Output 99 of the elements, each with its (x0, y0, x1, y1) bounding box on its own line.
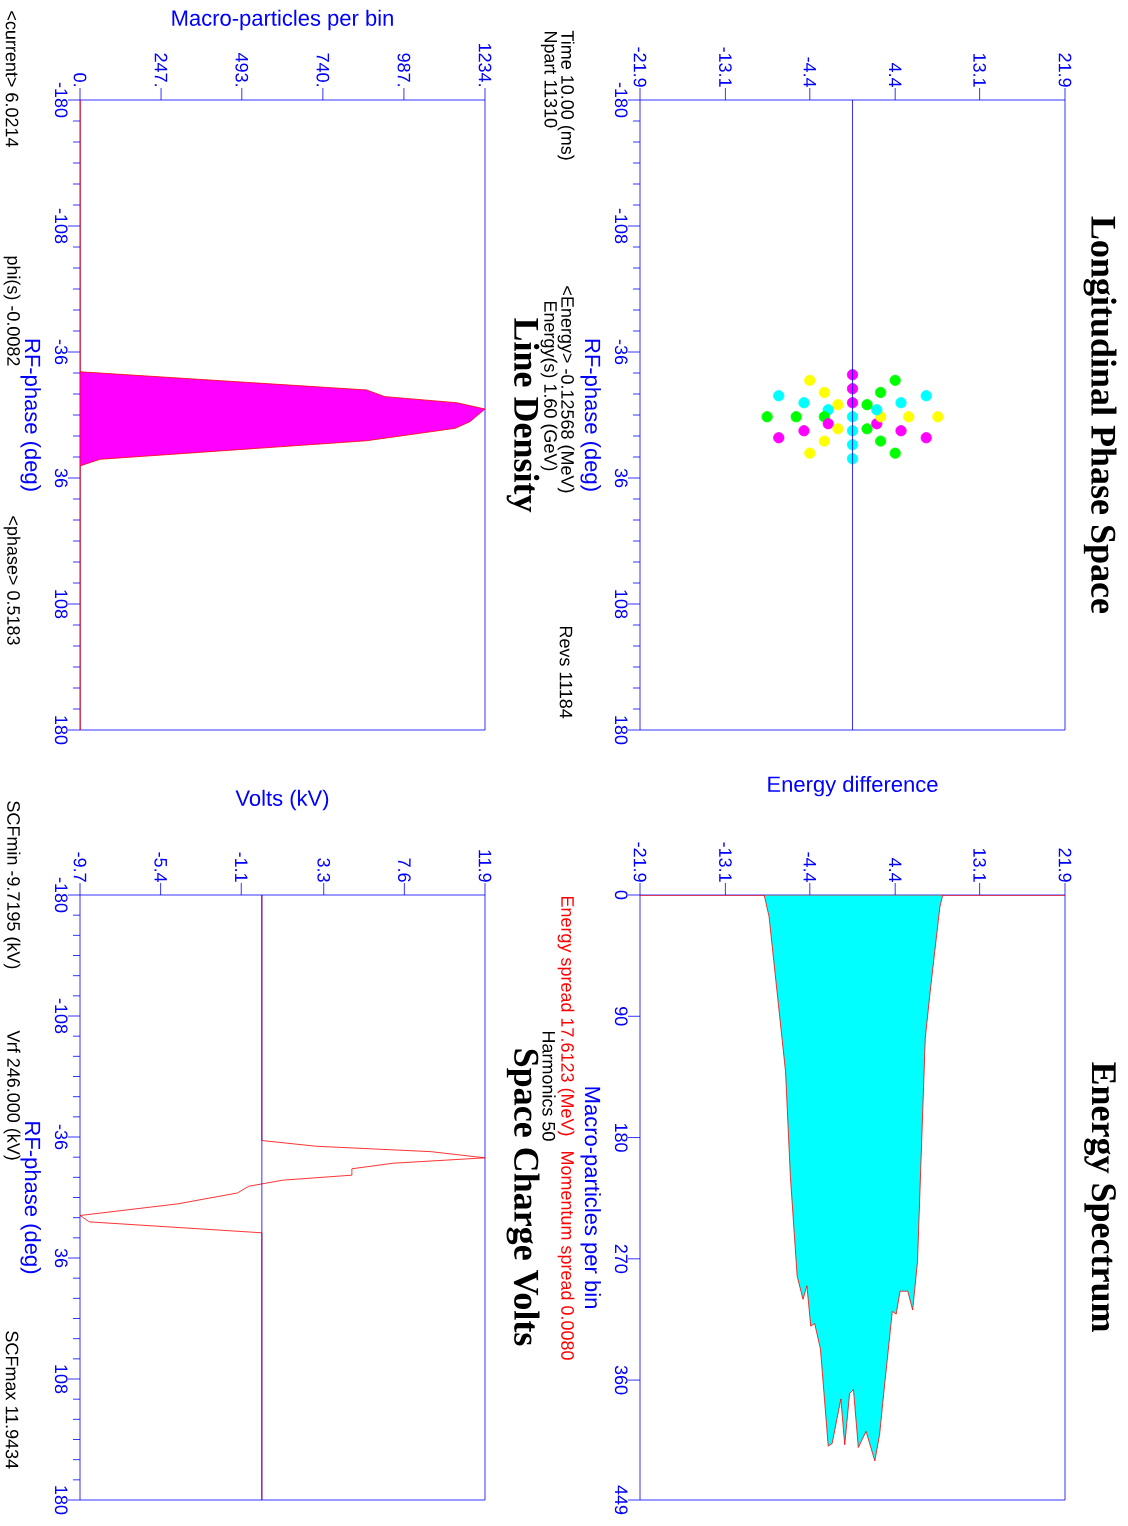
x-tick-label: 7.6 (397, 858, 411, 882)
y-tick-label: -36 (54, 339, 68, 365)
point (861, 399, 873, 411)
point (895, 425, 907, 437)
x-tick-label: -4.4 (803, 57, 817, 88)
x-tick-label: 0. (73, 73, 87, 86)
x-tick-label: 740. (316, 53, 330, 86)
text: <Energy> -0.12568 (MeV) (557, 286, 575, 493)
text: phi(s) -0.0082 (3, 256, 21, 366)
text: Vrf 246.000 (kV) (3, 1030, 21, 1160)
text: Momentum spread 0.0080 (557, 1151, 575, 1360)
x-tick-label: -13.1 (719, 47, 732, 87)
text: <current> 6.0214 (5, 11, 19, 147)
y-tick-label: 36 (54, 468, 68, 488)
point (871, 404, 883, 416)
point (818, 386, 830, 399)
y-tick-label: 180 (614, 1123, 628, 1152)
point (895, 397, 907, 409)
point (920, 390, 932, 402)
x-tick-label: -9.7 (73, 852, 87, 882)
point (920, 432, 932, 444)
y-tick-label: -108 (614, 208, 628, 244)
y-tick-label: 108 (54, 1365, 68, 1394)
text: Revs 11184 (559, 626, 573, 719)
x-tick-label: 1234. (478, 43, 492, 86)
x-tick-label: -13.1 (719, 842, 732, 882)
point (832, 423, 844, 435)
text: Energy(s) 1.60 (GeV) (540, 301, 558, 471)
x-tick-label: 13.1 (973, 53, 986, 87)
y-tick-label: 180 (54, 1486, 68, 1515)
y-tick-label: 270 (614, 1244, 628, 1274)
point (875, 435, 887, 447)
point (804, 374, 816, 386)
x-axis-title: Macro-particles per bin (172, 9, 393, 31)
y-axis-title: RF-phase (deg) (20, 339, 41, 491)
text: Harmonics 50 (542, 1031, 556, 1141)
y-axis-title: Macro-particles per bin (580, 1087, 601, 1308)
x-tick-label: 13.1 (973, 848, 986, 882)
point (761, 411, 773, 423)
text: Energy Spectrum (1084, 1062, 1116, 1332)
y-tick-label: 180 (54, 716, 68, 745)
y-tick-label: 36 (614, 468, 628, 488)
y-tick-label: -180 (54, 877, 68, 913)
x-tick-label: 11.9 (478, 850, 492, 882)
point (798, 397, 810, 409)
y-tick-label: 449 (614, 1485, 628, 1515)
x-tick-label: 987. (397, 53, 411, 86)
y-tick-label: 360 (614, 1365, 628, 1395)
x-axis-title: Volts (kV) (235, 789, 329, 811)
text: Line Density (506, 318, 540, 513)
point (773, 432, 785, 444)
y-tick-label: -36 (614, 339, 628, 365)
point (818, 435, 830, 447)
point (822, 418, 834, 430)
point (804, 447, 816, 459)
text: SCFmax 11.9434 (5, 1331, 19, 1469)
point (861, 423, 873, 435)
y-tick-label: 0 (614, 890, 628, 900)
text: Npart 11310 (540, 31, 558, 128)
point (790, 411, 802, 423)
x-tick-label: 4.4 (889, 857, 902, 883)
x-axis-title: Energy difference (768, 775, 938, 797)
text: Energy spread 17.6123 (MeV) (557, 896, 575, 1136)
y-tick-label: 108 (614, 590, 628, 619)
y-tick-label: 90 (614, 1007, 628, 1026)
x-tick-label: 3.3 (317, 858, 331, 882)
y-tick-label: -108 (54, 998, 68, 1034)
point (889, 447, 901, 459)
y-tick-label: -180 (54, 82, 68, 118)
text: <phase> 0.5183 (3, 516, 21, 645)
y-tick-label: -108 (54, 208, 68, 244)
x-tick-label: -21.9 (633, 47, 647, 87)
y-tick-label: 108 (54, 590, 68, 619)
y-tick-label: 36 (54, 1248, 68, 1268)
y-axis-title: RF-phase (deg) (20, 1122, 41, 1274)
y-tick-label: -36 (54, 1124, 68, 1150)
point (798, 425, 810, 437)
point (832, 399, 844, 411)
text: Time 10.00 (ms) (557, 30, 575, 160)
point (889, 374, 901, 386)
text: Space Charge Volts (506, 1049, 540, 1346)
point (875, 386, 887, 399)
y-tick-label: -180 (614, 82, 628, 118)
x-tick-label: 493. (235, 52, 249, 86)
x-tick-label: -4.4 (803, 852, 817, 883)
y-axis-title: RF-phase (deg) (580, 339, 601, 491)
x-tick-label: -1.1 (235, 852, 248, 882)
x-tick-label: 21.9 (1058, 53, 1072, 87)
y-tick-label: 180 (614, 716, 628, 745)
point (932, 411, 944, 423)
x-tick-label: 247. (154, 53, 168, 86)
x-tick-label: -21.9 (633, 842, 647, 882)
text: Longitudinal Phase Space (1083, 216, 1117, 614)
x-tick-label: 4.4 (889, 62, 902, 88)
text: SCFmin -9.7195 (kV) (3, 801, 21, 969)
point (903, 411, 915, 423)
x-tick-label: 21.9 (1058, 848, 1072, 882)
x-tick-label: -5.4 (154, 852, 167, 883)
point (773, 390, 785, 402)
